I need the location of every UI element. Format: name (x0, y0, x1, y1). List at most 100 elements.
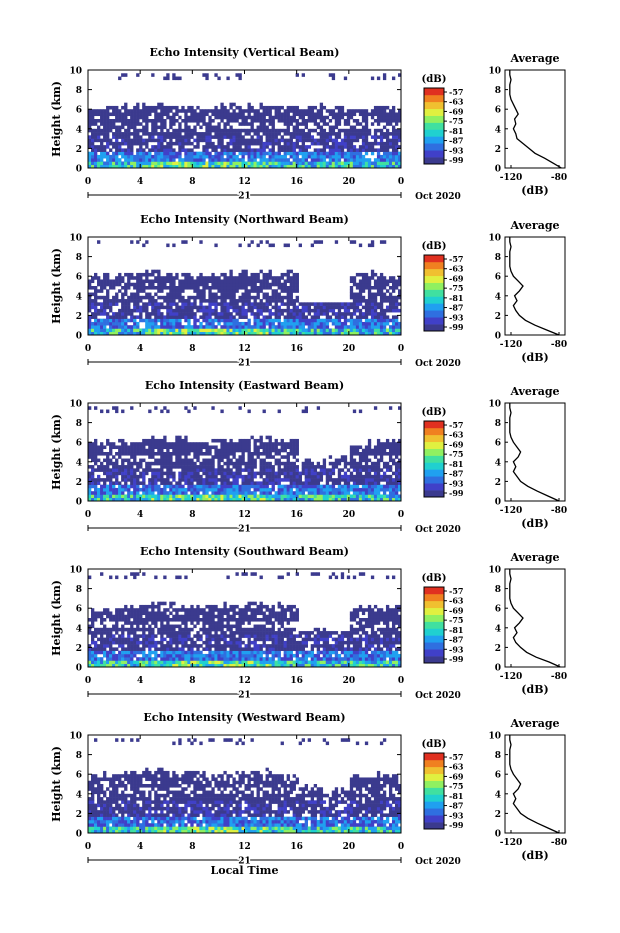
heatmap-cell (142, 302, 145, 306)
heatmap-cell (245, 491, 248, 495)
heatmap-cell (166, 322, 169, 326)
heatmap-cell (217, 319, 220, 323)
heatmap-cell (338, 142, 341, 146)
heatmap-cell (320, 139, 323, 143)
heatmap-cell (254, 494, 257, 498)
heatmap-cell (100, 152, 103, 156)
heatmap-cell (223, 472, 226, 476)
heatmap-cell (172, 293, 175, 297)
heatmap-cell (254, 109, 257, 113)
heatmap-cell (377, 112, 380, 116)
heatmap-cell (338, 106, 341, 110)
heatmap-cell (347, 491, 350, 495)
heatmap-cell (302, 315, 305, 319)
heatmap-cell (302, 122, 305, 126)
heatmap-cell (308, 491, 311, 495)
heatmap-cell (365, 109, 368, 113)
heatmap-cell (314, 142, 317, 146)
heatmap-cell (187, 328, 190, 332)
heatmap-cell (359, 462, 362, 466)
heatmap-cell (202, 328, 205, 332)
heatmap-cell (266, 478, 269, 482)
y-tick-label: 4 (76, 292, 82, 302)
heatmap-cell (145, 315, 148, 319)
heatmap-cell (127, 148, 130, 152)
heatmap-cell (223, 161, 226, 165)
heatmap-cell (368, 319, 371, 323)
heatmap-cell (275, 302, 278, 306)
heatmap-cell (335, 494, 338, 498)
heatmap-cell (377, 283, 380, 287)
heatmap-cell (223, 439, 226, 443)
heatmap-cell (226, 442, 229, 446)
heatmap-cell (136, 445, 139, 449)
heatmap-cell (368, 293, 371, 297)
heatmap-cell (284, 286, 287, 290)
heatmap-cell (251, 462, 254, 466)
heatmap-cell (217, 126, 220, 130)
heatmap-cell (232, 449, 235, 453)
heatmap-cell (229, 445, 232, 449)
heatmap-cell (223, 276, 226, 280)
heatmap-cell (269, 449, 272, 453)
heatmap-cell (199, 240, 202, 244)
heatmap-cell (175, 312, 178, 316)
heatmap-cell (220, 306, 223, 310)
heatmap-cell (374, 488, 377, 492)
heatmap-cell (365, 491, 368, 495)
heatmap-cell (199, 293, 202, 297)
heatmap-cell (154, 312, 157, 316)
heatmap-cell (217, 439, 220, 443)
heatmap-cell (106, 142, 109, 146)
heatmap-cell (365, 312, 368, 316)
heatmap-cell (353, 155, 356, 159)
heatmap-cell (392, 309, 395, 313)
heatmap-cell (350, 302, 353, 306)
heatmap-cell (175, 309, 178, 313)
heatmap-cell (365, 306, 368, 310)
heatmap-cell (320, 135, 323, 139)
heatmap-cell (115, 491, 118, 495)
heatmap-cell (383, 286, 386, 290)
heatmap-cell (214, 449, 217, 453)
heatmap-cell (169, 296, 172, 300)
heatmap-cell (130, 445, 133, 449)
heatmap-cell (287, 302, 290, 306)
heatmap-cell (275, 445, 278, 449)
heatmap-cell (302, 139, 305, 143)
heatmap-cell (124, 286, 127, 290)
heatmap-cell (184, 126, 187, 130)
heatmap-cell (362, 491, 365, 495)
heatmap-cell (245, 279, 248, 283)
y-tick-label: 2 (76, 145, 82, 155)
heatmap-cell (187, 465, 190, 469)
heatmap-cell (139, 152, 142, 156)
heatmap-cell (374, 119, 377, 123)
heatmap-cell (172, 485, 175, 489)
heatmap-cell (299, 244, 302, 248)
heatmap-cell (293, 142, 296, 146)
heatmap-cell (169, 109, 172, 113)
heatmap-cell (238, 122, 241, 126)
heatmap-cell (163, 276, 166, 280)
heatmap-cell (118, 439, 121, 443)
heatmap-cell (248, 475, 251, 479)
colorbar-tick-label: -69 (449, 273, 464, 283)
heatmap-cell (199, 289, 202, 293)
heatmap-cell (241, 129, 244, 133)
heatmap-cell (151, 319, 154, 323)
heatmap-cell (97, 279, 100, 283)
heatmap-cell (329, 475, 332, 479)
heatmap-cell (139, 475, 142, 479)
heatmap-cell (184, 472, 187, 476)
heatmap-cell (145, 106, 148, 110)
heatmap-cell (305, 122, 308, 126)
heatmap-cell (257, 116, 260, 120)
heatmap-cell (308, 468, 311, 472)
heatmap-cell (362, 148, 365, 152)
heatmap-cell (287, 109, 290, 113)
heatmap-cell (269, 452, 272, 456)
heatmap-cell (347, 116, 350, 120)
heatmap-cell (395, 319, 398, 323)
heatmap-cell (299, 161, 302, 165)
